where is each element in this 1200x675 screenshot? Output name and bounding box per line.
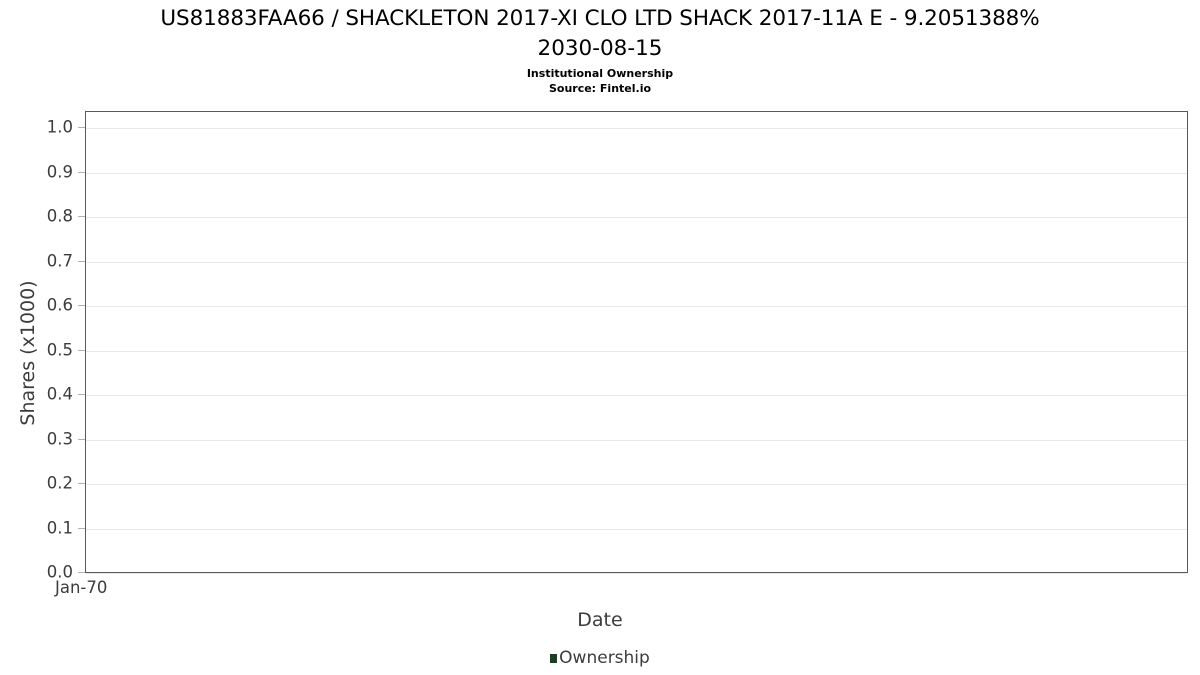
- y-axis-tick-mark: [78, 439, 85, 440]
- gridline: [86, 529, 1187, 530]
- y-axis-tick-mark: [78, 127, 85, 128]
- y-axis: Shares (x1000) 0.0 0.1 0.2 0.3 0.4 0.5 0.6 0.7 0…: [0, 0, 85, 675]
- gridline: [86, 262, 1187, 263]
- legend-item[interactable]: Ownership: [550, 648, 650, 668]
- chart-source-label: Source: Fintel.io: [548, 82, 652, 95]
- gridline: [86, 395, 1187, 396]
- gridline: [86, 484, 1187, 485]
- y-axis-title: Shares (x1000): [17, 280, 39, 426]
- y-axis-tick-mark: [78, 305, 85, 306]
- y-axis-tick-label: 1.0: [46, 117, 73, 137]
- legend-swatch-icon: [550, 653, 558, 663]
- series-layer: [86, 112, 1187, 572]
- chart-title-line-2: 2030-08-15: [537, 36, 663, 61]
- gridline: [86, 217, 1187, 218]
- gridline: [86, 128, 1187, 129]
- y-axis-tick-mark: [78, 261, 85, 262]
- y-axis-tick-mark: [78, 483, 85, 484]
- gridline: [86, 173, 1187, 174]
- legend-label: Ownership: [559, 648, 650, 668]
- gridline: [86, 440, 1187, 441]
- x-axis-tick-label: Jan-70: [55, 578, 108, 597]
- y-axis-tick-mark: [78, 350, 85, 351]
- chart-legend: Ownership: [0, 648, 1200, 668]
- y-axis-tick-label: 0.8: [46, 206, 73, 226]
- y-axis-tick-label: 0.9: [46, 162, 73, 181]
- y-axis-tick-label: 0.2: [46, 473, 73, 493]
- legend-items: Ownership: [550, 648, 650, 668]
- y-axis-tick-mark: [78, 572, 85, 573]
- y-axis-tick-mark: [78, 394, 85, 395]
- y-axis-tick-label: 0.0: [46, 562, 73, 582]
- y-axis-tick-mark: [78, 216, 85, 217]
- plot-area: [85, 111, 1188, 574]
- chart-title: US81883FAA66 / SHACKLETON 2017-XI CLO LT…: [160, 6, 1040, 31]
- y-axis-tick-label: 0.7: [46, 251, 73, 270]
- chart-subtitle: Institutional Ownership: [526, 67, 674, 80]
- gridlines: [86, 112, 1187, 574]
- chart-header: US81883FAA66 / SHACKLETON 2017-XI CLO LT…: [0, 4, 1200, 96]
- gridline: [86, 351, 1187, 352]
- gridline: [86, 573, 1187, 574]
- x-axis-title: Date: [577, 609, 623, 631]
- gridline: [86, 306, 1187, 307]
- y-axis-tick-label: 0.1: [46, 518, 73, 537]
- y-axis-tick-label: 0.3: [46, 429, 73, 448]
- y-axis-tick-mark: [78, 528, 85, 529]
- y-axis-tick-mark: [78, 172, 85, 173]
- y-axis-tick-label: 0.6: [46, 295, 73, 315]
- y-axis-tick-label: 0.4: [46, 384, 73, 404]
- y-axis-tick-label: 0.5: [46, 340, 73, 359]
